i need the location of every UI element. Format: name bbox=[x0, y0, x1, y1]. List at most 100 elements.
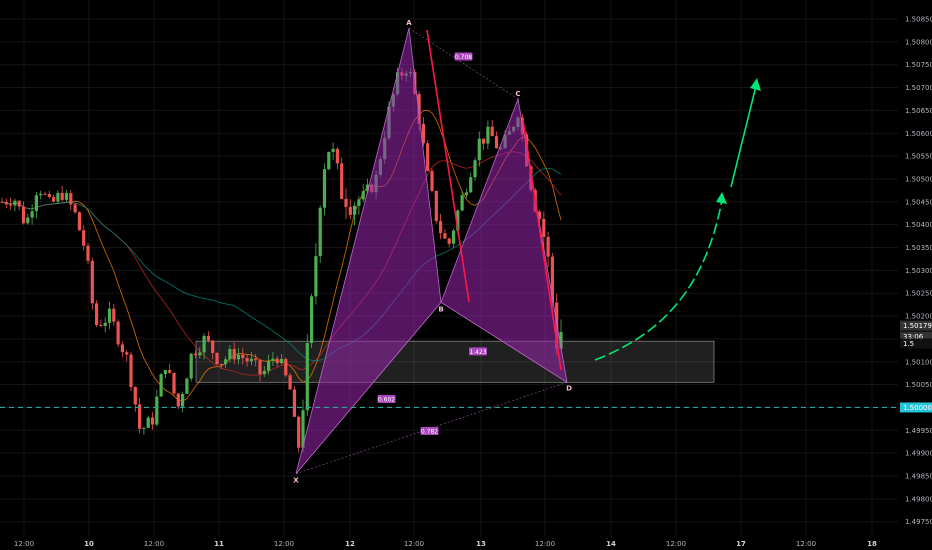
candle-body bbox=[249, 358, 253, 362]
time-tick-label: 12:00 bbox=[796, 540, 816, 548]
price-tick-label: 1.50250 bbox=[905, 290, 932, 298]
candle-body bbox=[421, 123, 425, 144]
price-tick-label: 1.49850 bbox=[905, 473, 932, 481]
candle-body bbox=[133, 386, 137, 405]
candle-body bbox=[26, 217, 30, 224]
candle-body bbox=[198, 352, 202, 356]
candle-body bbox=[439, 221, 443, 234]
candle-body bbox=[310, 296, 314, 343]
candle-body bbox=[546, 236, 550, 257]
annotations bbox=[0, 29, 898, 409]
price-tick-label: 1.50200 bbox=[905, 313, 932, 321]
candle-body bbox=[236, 354, 241, 360]
time-tick-label: 12:00 bbox=[144, 540, 164, 548]
candle-body bbox=[77, 212, 81, 231]
price-tick-label: 1.50600 bbox=[905, 130, 932, 138]
pattern-triangle-bcd bbox=[440, 97, 568, 384]
time-tick-label: 11 bbox=[214, 540, 224, 548]
candle-body bbox=[447, 238, 451, 244]
candle-body bbox=[348, 206, 352, 215]
candle-body bbox=[202, 335, 206, 353]
candle-body bbox=[176, 393, 180, 407]
candle-body bbox=[39, 193, 43, 196]
candle-body bbox=[4, 201, 8, 205]
candle-body bbox=[477, 138, 481, 161]
pattern-ratio-line bbox=[408, 27, 519, 100]
price-tick-label: 1.49900 bbox=[905, 450, 932, 458]
candle-body bbox=[172, 372, 176, 394]
price-tick-label: 1.50550 bbox=[905, 153, 932, 161]
candle-body bbox=[52, 197, 56, 202]
ratio-label: 0.708 bbox=[455, 54, 472, 61]
candle-body bbox=[365, 184, 370, 192]
pattern-ratio-line bbox=[295, 302, 442, 474]
projection-line bbox=[730, 85, 757, 188]
candle-body bbox=[559, 331, 563, 349]
countdown-label: 33:06 bbox=[903, 333, 924, 341]
candle-body bbox=[13, 200, 17, 206]
candle-body bbox=[138, 404, 142, 429]
candle-body bbox=[211, 340, 215, 353]
ratio-label: 1.423 bbox=[469, 349, 486, 356]
pattern-point-label: B bbox=[438, 305, 443, 313]
candle-body bbox=[159, 374, 163, 397]
candle-body bbox=[95, 303, 99, 326]
candle-body bbox=[206, 335, 210, 341]
demand-zone bbox=[195, 340, 715, 383]
time-tick-label: 12:00 bbox=[666, 540, 686, 548]
candle-body bbox=[258, 360, 262, 375]
candle-body bbox=[456, 210, 460, 231]
candle-body bbox=[254, 358, 258, 361]
candle-body bbox=[473, 160, 477, 178]
candle-body bbox=[550, 256, 554, 303]
candle-body bbox=[469, 177, 473, 193]
candle-body bbox=[241, 354, 245, 359]
candle-body bbox=[30, 211, 34, 218]
candle-body bbox=[305, 342, 309, 411]
pattern-point-label: C bbox=[515, 90, 520, 98]
candle-body bbox=[426, 143, 430, 171]
candle-body bbox=[146, 417, 150, 428]
candle-body bbox=[314, 256, 318, 297]
projection-arrowhead-1 bbox=[716, 192, 727, 204]
candle-body bbox=[219, 364, 223, 366]
candle-body bbox=[103, 322, 107, 326]
candle-body bbox=[275, 358, 279, 364]
candle-body bbox=[434, 190, 438, 222]
ratio-badge bbox=[377, 395, 396, 404]
candle-body bbox=[142, 427, 146, 429]
candle-body bbox=[245, 358, 249, 362]
ratio-label: 0.782 bbox=[421, 429, 438, 436]
time-tick-label: 12:00 bbox=[274, 540, 294, 548]
harmonic-pattern: X A B C D 0.708 0.602 1.423 0.782 bbox=[293, 19, 572, 485]
candle-body bbox=[340, 163, 344, 199]
candle-body bbox=[542, 218, 546, 237]
ratio-badge bbox=[469, 347, 487, 356]
support-price-label: 1.50000 bbox=[903, 404, 932, 412]
candle-body bbox=[107, 308, 112, 323]
trend-line-cd bbox=[522, 119, 562, 371]
price-tick-label: 1.50850 bbox=[905, 16, 932, 24]
ratio-label: 0.602 bbox=[378, 397, 395, 404]
candle-body bbox=[318, 207, 322, 257]
price-tick-label: 1.49750 bbox=[905, 518, 932, 526]
candle-body bbox=[331, 148, 335, 152]
price-axis[interactable]: 1.50850 1.50800 1.50750 1.50700 1.50650 1.506… bbox=[900, 16, 932, 527]
price-tick-label: 1.50750 bbox=[905, 61, 932, 69]
candle-body bbox=[43, 193, 47, 195]
price-tick-label: 1.50800 bbox=[905, 38, 932, 46]
candle-body bbox=[353, 205, 357, 215]
time-tick-label: 14 bbox=[606, 540, 616, 548]
price-tick-label: 1.50700 bbox=[905, 84, 932, 92]
candle-body bbox=[116, 321, 120, 345]
pattern-point-label: D bbox=[566, 384, 572, 392]
candle-body bbox=[292, 389, 296, 417]
candle-body bbox=[357, 199, 361, 206]
candle-body bbox=[494, 136, 499, 149]
candle-body bbox=[47, 194, 51, 198]
time-axis[interactable]: 12:00 10 12:00 11 12:00 12 12:00 13 12:00 14 12:00… bbox=[14, 540, 877, 548]
candle-body bbox=[181, 393, 185, 407]
candle-body bbox=[361, 191, 365, 200]
grid bbox=[0, 0, 898, 537]
